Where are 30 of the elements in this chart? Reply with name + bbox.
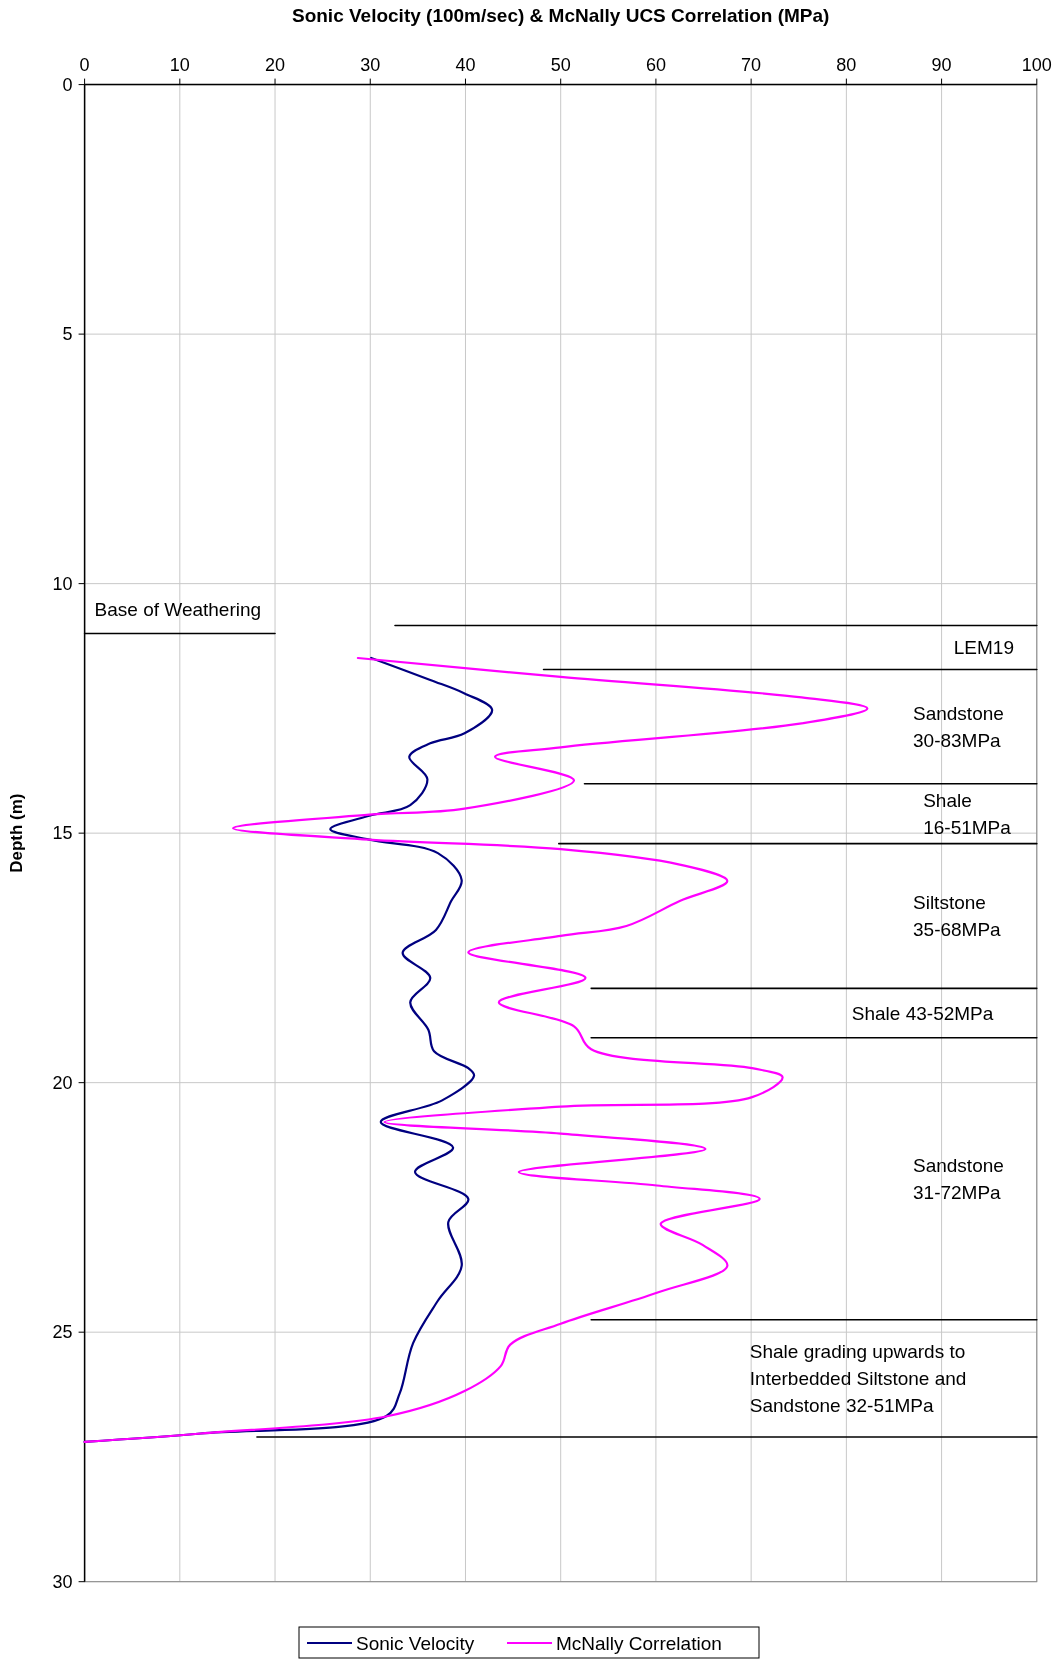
y-tick-label: 25 <box>52 1322 73 1343</box>
x-tick-label: 70 <box>741 54 762 75</box>
x-tick-label: 60 <box>645 54 666 75</box>
annotation: Base of Weathering <box>94 599 262 621</box>
legend-label: McNally Correlation <box>556 1632 722 1654</box>
x-tick-label: 100 <box>1021 54 1052 75</box>
y-tick-label: 0 <box>62 74 73 95</box>
annotation: Shale 16-51MPa <box>923 789 1012 838</box>
x-tick-label: 20 <box>265 54 286 75</box>
x-tick-label: 90 <box>931 54 952 75</box>
annotation: LEM19 <box>953 637 1014 659</box>
y-tick-label: 5 <box>62 324 73 345</box>
annotation: Shale grading upwards to Interbedded Siltstone and Sandstone 32-51MPa <box>749 1340 967 1416</box>
annotation: Shale 43-52MPa <box>851 1002 994 1024</box>
x-tick-label: 50 <box>550 54 571 75</box>
y-tick-label: 10 <box>52 573 73 594</box>
legend-label: Sonic Velocity <box>356 1632 475 1654</box>
y-axis-title: Depth (m) <box>7 793 26 873</box>
chart-title: Sonic Velocity (100m/sec) & McNally UCS Correlation (MPa) <box>291 5 830 26</box>
x-tick-label: 30 <box>360 54 381 75</box>
x-tick-label: 0 <box>79 54 90 75</box>
x-tick-label: 40 <box>455 54 476 75</box>
y-tick-label: 20 <box>52 1072 73 1093</box>
x-tick-label: 80 <box>836 54 857 75</box>
annotation: Sandstone 30-83MPa <box>913 702 1004 751</box>
y-tick-label: 15 <box>52 823 73 844</box>
annotation: Sandstone 31-72MPa <box>913 1154 1004 1203</box>
y-tick-label: 30 <box>52 1572 73 1592</box>
annotation: Siltstone 35-68MPa <box>913 892 1002 941</box>
x-tick-label: 10 <box>169 54 190 75</box>
